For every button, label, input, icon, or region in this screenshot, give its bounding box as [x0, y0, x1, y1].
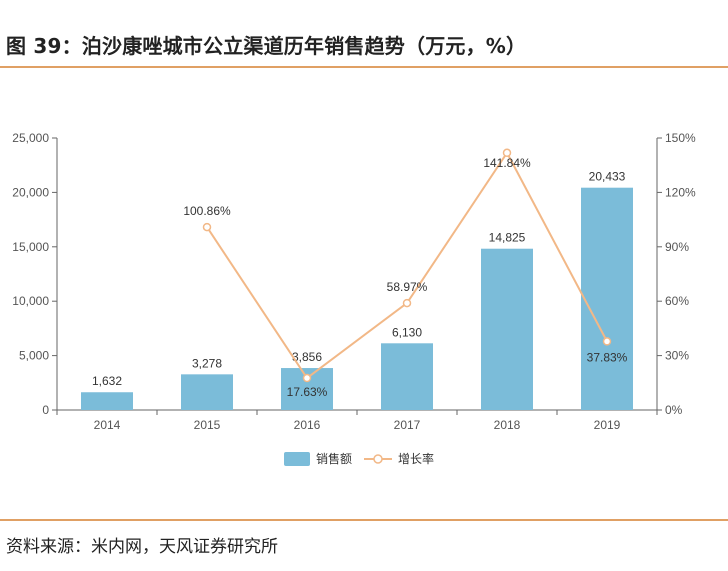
x-tick-label: 2019 — [594, 418, 621, 432]
growth-rate-point — [202, 222, 212, 232]
top-rule — [0, 66, 728, 68]
bar-value-label: 3,856 — [292, 350, 322, 364]
right-y-tick-label: 120% — [665, 185, 696, 199]
bar-2018 — [481, 248, 533, 410]
bar-value-label: 1,632 — [92, 374, 122, 388]
legend-bar-label: 销售额 — [316, 451, 352, 466]
growth-rate-label: 58.97% — [387, 280, 428, 294]
bar-value-label: 14,825 — [489, 231, 526, 245]
growth-rate-label: 17.63% — [287, 385, 328, 399]
left-y-tick-label: 15,000 — [12, 240, 49, 254]
growth-rate-point — [402, 298, 412, 308]
x-tick-label: 2016 — [294, 418, 321, 432]
bar-value-label: 20,433 — [589, 170, 626, 184]
growth-rate-point — [502, 148, 512, 158]
bar-2017 — [381, 343, 433, 410]
bar-value-label: 3,278 — [192, 356, 222, 370]
bar-value-label: 6,130 — [392, 325, 422, 339]
left-y-tick-label: 0 — [42, 403, 49, 417]
sales-trend-chart: 0 5,000 10,000 15,000 20,000 25,000 0% 30% 60% 90… — [12, 131, 696, 466]
growth-rate-label: 37.83% — [587, 350, 628, 364]
legend-line-marker — [373, 454, 383, 464]
x-tick-label: 2017 — [394, 418, 421, 432]
growth-rate-point — [302, 373, 312, 383]
bar-2014 — [81, 392, 133, 410]
right-y-tick-label: 0% — [665, 403, 683, 417]
legend-bar-swatch — [284, 452, 310, 466]
left-y-tick-label: 25,000 — [12, 131, 49, 145]
growth-rate-label: 141.84% — [483, 156, 531, 170]
bar-2019 — [581, 187, 633, 410]
right-y-tick-label: 150% — [665, 131, 696, 145]
source-note: 资料来源：米内网，天风证券研究所 — [6, 537, 278, 557]
right-y-tick-label: 30% — [665, 349, 689, 363]
x-tick-label: 2015 — [194, 418, 221, 432]
left-y-tick-label: 10,000 — [12, 294, 49, 308]
x-tick-label: 2014 — [94, 418, 121, 432]
legend-line-label: 增长率 — [398, 451, 434, 466]
bar-2015 — [181, 374, 233, 410]
growth-rate-point — [602, 337, 612, 346]
x-tick-label: 2018 — [494, 418, 521, 432]
left-y-tick-label: 5,000 — [19, 349, 49, 363]
right-y-tick-label: 60% — [665, 294, 689, 308]
growth-rate-label: 100.86% — [183, 204, 231, 218]
bottom-rule — [0, 519, 728, 521]
figure-title: 图 39：泊沙康唑城市公立渠道历年销售趋势（万元，%） — [6, 34, 527, 58]
left-y-tick-label: 20,000 — [12, 185, 49, 199]
right-y-tick-label: 90% — [665, 240, 689, 254]
